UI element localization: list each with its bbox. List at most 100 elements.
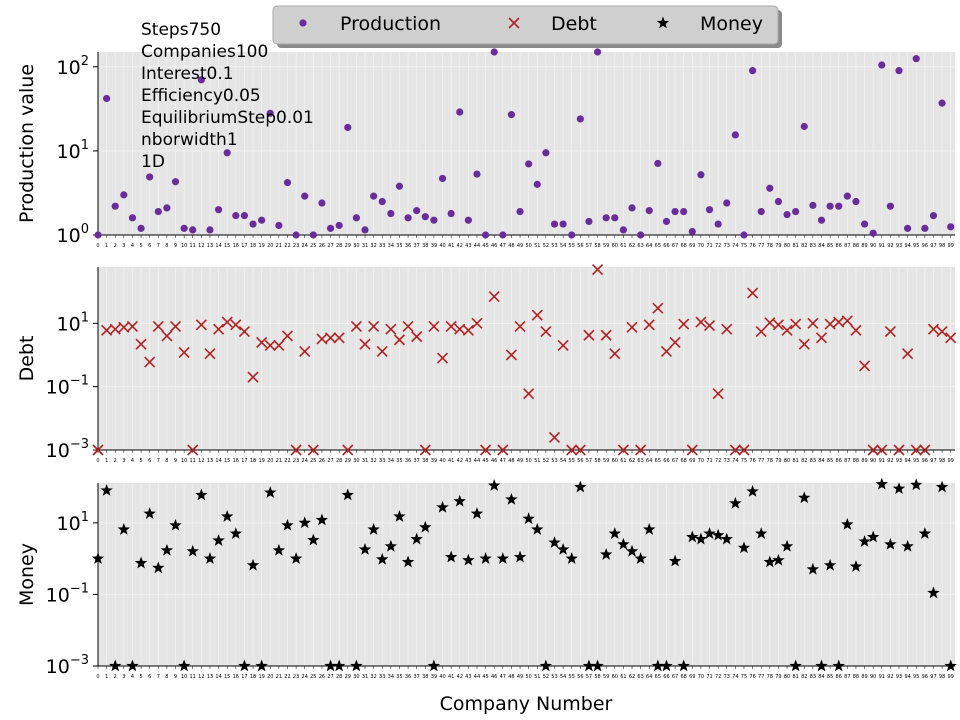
production-point [180, 224, 188, 232]
x-tick-label: 24 [302, 458, 308, 464]
production-point [335, 221, 343, 230]
production-point [886, 202, 895, 210]
x-tick-label: 64 [646, 458, 652, 464]
x-tick-label: 40 [439, 458, 445, 464]
production-point [628, 204, 636, 212]
debt-point [436, 352, 449, 364]
data-points [92, 263, 957, 456]
debt-point [264, 339, 276, 352]
debt-point [850, 324, 862, 336]
x-tick-label: 16 [233, 458, 239, 464]
money-point [177, 659, 191, 672]
x-tick-label: 60 [612, 243, 618, 249]
money-point [453, 494, 466, 507]
debt-point [721, 323, 733, 335]
debt-point [109, 323, 121, 335]
x-tick-label: 75 [741, 243, 747, 249]
x-tick-label: 68 [681, 674, 687, 680]
x-tick-label: 82 [801, 458, 807, 464]
x-tick-label: 51 [534, 458, 540, 464]
x-tick-label: 59 [603, 243, 609, 249]
y-tick-label: 10−3 [46, 437, 89, 462]
x-tick-label: 48 [508, 674, 514, 680]
production-point [654, 159, 662, 168]
data-points [94, 48, 955, 239]
x-tick-label: 87 [844, 674, 850, 680]
x-tick-label: 76 [749, 674, 755, 680]
production-point [258, 216, 266, 224]
production-point [662, 217, 671, 226]
x-tick-label: 89 [861, 458, 867, 464]
money-point [539, 659, 553, 672]
debt-point [523, 388, 535, 400]
money-point [815, 659, 828, 672]
x-tick-label: 29 [345, 458, 351, 464]
debt-point [393, 334, 406, 346]
x-tick-label: 24 [302, 243, 308, 249]
x-tick-label: 39 [431, 674, 437, 680]
production-point [680, 207, 688, 216]
money-point [832, 659, 845, 672]
x-tick-label: 36 [405, 458, 411, 464]
x-tick-label: 79 [775, 674, 781, 680]
x-tick-label: 51 [534, 674, 540, 680]
x-tick-label: 89 [861, 243, 867, 249]
x-tick-label: 51 [534, 243, 540, 249]
x-tick-label: 20 [267, 458, 273, 464]
x-tick-label: 30 [353, 674, 359, 680]
x-tick-label: 68 [681, 243, 687, 249]
x-tick-label: 4 [131, 458, 134, 464]
production-point [792, 207, 800, 216]
production-point [852, 197, 860, 206]
x-tick-label: 17 [241, 674, 247, 680]
production-point [309, 231, 317, 239]
debt-point [324, 332, 337, 344]
money-point [668, 554, 682, 567]
x-tick-label: 62 [629, 243, 635, 249]
x-tick-label: 21 [276, 674, 282, 680]
x-tick-label: 79 [775, 458, 781, 464]
money-point [780, 539, 794, 552]
money-point [160, 543, 174, 556]
x-tick-label: 87 [844, 243, 850, 249]
production-point [947, 223, 955, 231]
x-tick-label: 13 [207, 243, 213, 249]
production-point [602, 214, 610, 222]
production-point [490, 48, 498, 56]
x-tick-label: 15 [224, 674, 230, 680]
x-tick-label: 35 [396, 458, 402, 464]
money-point [246, 558, 260, 571]
debt-point [729, 444, 741, 456]
x-tick-label: 21 [276, 458, 282, 464]
production-point [404, 214, 412, 222]
money-point [350, 659, 363, 672]
debt-point [824, 318, 836, 330]
legend-box [272, 5, 779, 45]
debt-point [497, 444, 509, 456]
debt-point [884, 325, 896, 338]
x-tick-label: 22 [284, 458, 290, 464]
production-point [214, 206, 223, 214]
x-tick-label: 45 [482, 243, 488, 249]
debt-point [919, 444, 931, 456]
production-point [430, 216, 438, 224]
x-tick-label: 6 [148, 458, 151, 464]
x-tick-label: 56 [577, 674, 583, 680]
debt-point [471, 317, 483, 329]
production-point [171, 178, 180, 186]
money-point [686, 530, 699, 543]
debt-point [281, 330, 294, 342]
x-tick-label: 9 [174, 243, 177, 249]
x-tick-label: 18 [250, 458, 256, 464]
debt-point [445, 320, 457, 332]
x-tick-label: 28 [336, 243, 342, 249]
x-tick-label: 47 [500, 674, 506, 680]
x-tick-label: 85 [827, 243, 833, 249]
money-point [117, 523, 131, 535]
debt-point [686, 444, 698, 456]
x-tick-label: 61 [620, 243, 626, 249]
debt-point [514, 320, 526, 332]
x-tick-label: 25 [310, 243, 316, 249]
x-tick-label: 75 [741, 674, 747, 680]
x-tick-label: 45 [482, 674, 488, 680]
